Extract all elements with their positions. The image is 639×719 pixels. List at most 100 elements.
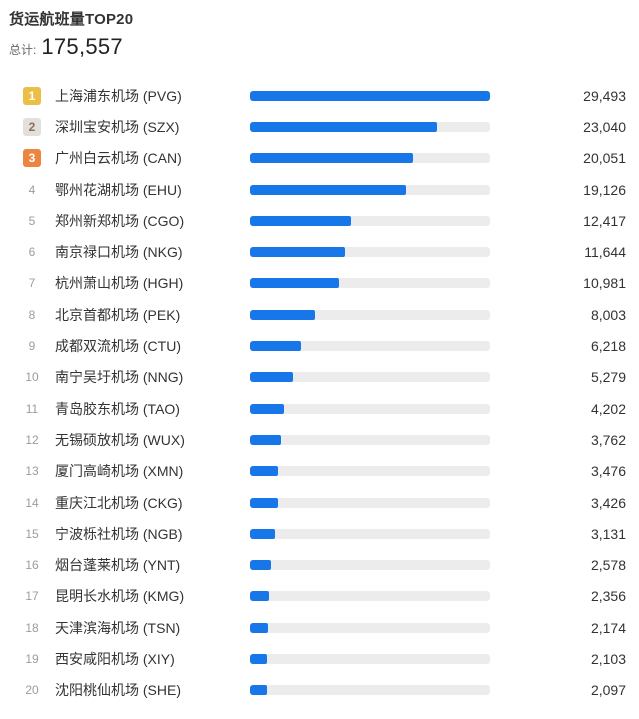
airport-name: 杭州萧山机场 (HGH) — [55, 275, 184, 292]
bar-fill — [250, 591, 270, 602]
bar-fill — [250, 622, 268, 633]
airport-name: 广州白云机场 (CAN) — [55, 150, 182, 167]
table-row: 14 重庆江北机场 (CKG) 3,426 — [0, 487, 639, 518]
ranking-list: 1 上海浦东机场 (PVG) 29,493 2 深圳宝安机场 (SZX) 23,… — [0, 80, 639, 706]
bar-fill — [250, 653, 268, 664]
airport-name: 西安咸阳机场 (XIY) — [55, 650, 175, 667]
airport-name: 无锡硕放机场 (WUX) — [55, 431, 185, 448]
flight-count: 20,051 — [583, 150, 626, 167]
rank-badge: 18 — [25, 620, 39, 635]
rank-badge: 9 — [28, 339, 36, 354]
flight-count: 3,762 — [590, 431, 626, 448]
airport-name: 南宁吴圩机场 (NNG) — [55, 369, 184, 386]
rank-badge: 8 — [28, 307, 36, 322]
bar-fill — [250, 434, 281, 445]
rank-badge: 15 — [25, 526, 39, 541]
bar-fill — [250, 121, 438, 132]
rank-badge: 13 — [25, 464, 39, 479]
bar-fill — [250, 215, 352, 226]
bar-track — [250, 90, 490, 101]
bar-fill — [250, 497, 278, 508]
rank-badge: 2 — [23, 117, 41, 136]
table-row: 18 天津滨海机场 (TSN) 2,174 — [0, 612, 639, 643]
flight-count: 2,174 — [590, 619, 626, 636]
airport-name: 郑州新郑机场 (CGO) — [55, 212, 185, 229]
bar-fill — [250, 528, 276, 539]
rank-badge: 12 — [25, 432, 39, 447]
bar-track — [250, 278, 490, 289]
rank-badge: 4 — [28, 182, 36, 197]
rank-badge: 1 — [23, 86, 41, 105]
table-row: 20 沈阳桃仙机场 (SHE) 2,097 — [0, 675, 639, 706]
table-row: 11 青岛胶东机场 (TAO) 4,202 — [0, 393, 639, 424]
bar-track — [250, 560, 490, 571]
table-row: 9 成都双流机场 (CTU) 6,218 — [0, 330, 639, 361]
table-row: 13 厦门高崎机场 (XMN) 3,476 — [0, 456, 639, 487]
airport-name: 南京禄口机场 (NKG) — [55, 244, 183, 261]
bar-fill — [250, 184, 406, 195]
total-label: 总计: — [9, 43, 37, 57]
rank-badge: 19 — [25, 651, 39, 666]
table-row: 15 宁波栎社机场 (NGB) 3,131 — [0, 518, 639, 549]
rank-badge: 17 — [25, 589, 39, 604]
table-row: 12 无锡硕放机场 (WUX) 3,762 — [0, 424, 639, 455]
table-row: 8 北京首都机场 (PEK) 8,003 — [0, 299, 639, 330]
bar-fill — [250, 341, 301, 352]
bar-track — [250, 153, 490, 164]
flight-count: 12,417 — [583, 212, 626, 229]
bar-track — [250, 622, 490, 633]
airport-name: 重庆江北机场 (CKG) — [55, 494, 183, 511]
table-row: 5 郑州新郑机场 (CGO) 12,417 — [0, 205, 639, 236]
bar-track — [250, 685, 490, 696]
flight-count: 3,131 — [590, 525, 626, 542]
airport-name: 厦门高崎机场 (XMN) — [55, 463, 184, 480]
flight-count: 29,493 — [583, 87, 626, 104]
flight-count: 10,981 — [583, 275, 626, 292]
bar-track — [250, 528, 490, 539]
table-row: 4 鄂州花湖机场 (EHU) 19,126 — [0, 174, 639, 205]
table-row: 1 上海浦东机场 (PVG) 29,493 — [0, 80, 639, 111]
table-row: 17 昆明长水机场 (KMG) 2,356 — [0, 581, 639, 612]
bar-fill — [250, 90, 490, 101]
bar-track — [250, 466, 490, 477]
rank-badge: 6 — [28, 245, 36, 260]
table-row: 10 南宁吴圩机场 (NNG) 5,279 — [0, 362, 639, 393]
airport-name: 北京首都机场 (PEK) — [55, 306, 181, 323]
flight-count: 2,097 — [590, 682, 626, 699]
rank-badge: 7 — [28, 276, 36, 291]
bar-fill — [250, 685, 268, 696]
flight-count: 23,040 — [583, 118, 626, 135]
flight-count: 6,218 — [590, 338, 626, 355]
bar-track — [250, 341, 490, 352]
airport-name: 天津滨海机场 (TSN) — [55, 619, 181, 636]
bar-fill — [250, 466, 279, 477]
page-title: 货运航班量TOP20 — [9, 11, 134, 28]
flight-count: 3,426 — [590, 494, 626, 511]
bar-fill — [250, 560, 271, 571]
bar-fill — [250, 372, 293, 383]
rank-badge: 14 — [25, 495, 39, 510]
table-row: 7 杭州萧山机场 (HGH) 10,981 — [0, 268, 639, 299]
bar-fill — [250, 247, 345, 258]
flight-count: 5,279 — [590, 369, 626, 386]
airport-name: 深圳宝安机场 (SZX) — [55, 118, 180, 135]
airport-name: 沈阳桃仙机场 (SHE) — [55, 682, 181, 699]
flight-count: 2,356 — [590, 588, 626, 605]
flight-count: 19,126 — [583, 181, 626, 198]
flight-count: 4,202 — [590, 400, 626, 417]
airport-name: 宁波栎社机场 (NGB) — [55, 525, 183, 542]
bar-track — [250, 309, 490, 320]
bar-fill — [250, 278, 340, 289]
airport-name: 上海浦东机场 (PVG) — [55, 87, 182, 104]
rank-badge: 20 — [25, 683, 39, 698]
bar-fill — [250, 403, 285, 414]
bar-track — [250, 215, 490, 226]
airport-name: 烟台蓬莱机场 (YNT) — [55, 557, 181, 574]
table-row: 3 广州白云机场 (CAN) 20,051 — [0, 143, 639, 174]
flight-count: 2,578 — [590, 557, 626, 574]
flight-count: 3,476 — [590, 463, 626, 480]
bar-fill — [250, 153, 414, 164]
bar-track — [250, 247, 490, 258]
bar-track — [250, 403, 490, 414]
